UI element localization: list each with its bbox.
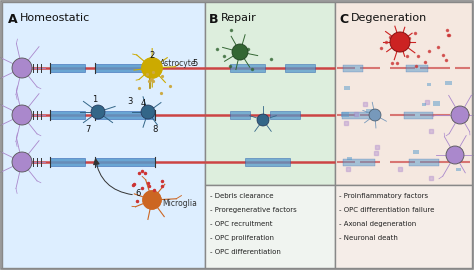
Text: 2: 2: [149, 52, 155, 60]
Text: 6: 6: [135, 188, 141, 197]
Text: - OPC differentiation failure: - OPC differentiation failure: [339, 207, 434, 213]
Circle shape: [369, 109, 381, 121]
Text: 7: 7: [85, 126, 91, 134]
Circle shape: [390, 32, 410, 52]
Text: - Axonal degeneration: - Axonal degeneration: [339, 221, 416, 227]
Bar: [445, 81, 452, 85]
Text: - OPC proliferation: - OPC proliferation: [210, 235, 274, 241]
Circle shape: [446, 146, 464, 164]
Bar: [421, 103, 426, 106]
Text: 4: 4: [140, 100, 146, 109]
Bar: [341, 112, 349, 117]
Text: 5: 5: [192, 59, 198, 69]
FancyBboxPatch shape: [335, 185, 472, 268]
Text: Astrocyte: Astrocyte: [160, 59, 197, 69]
FancyBboxPatch shape: [205, 2, 335, 185]
Text: 8: 8: [152, 126, 158, 134]
FancyBboxPatch shape: [335, 2, 472, 185]
Bar: [347, 157, 352, 160]
Text: 3: 3: [128, 97, 133, 106]
Circle shape: [12, 152, 32, 172]
Circle shape: [12, 105, 32, 125]
FancyBboxPatch shape: [2, 2, 205, 268]
Text: 1: 1: [92, 96, 98, 104]
Text: Homeostatic: Homeostatic: [20, 13, 90, 23]
Circle shape: [141, 105, 155, 119]
Circle shape: [232, 44, 248, 60]
Bar: [413, 150, 419, 154]
Text: - Proregenerative factors: - Proregenerative factors: [210, 207, 297, 213]
Bar: [95, 64, 155, 72]
Bar: [409, 158, 439, 166]
Circle shape: [142, 58, 162, 78]
Text: C: C: [339, 13, 348, 26]
Circle shape: [143, 191, 161, 209]
Text: A: A: [8, 13, 18, 26]
Text: - OPC recruitment: - OPC recruitment: [210, 221, 273, 227]
Text: Microglia: Microglia: [162, 200, 197, 208]
Text: - Proinflammatory factors: - Proinflammatory factors: [339, 193, 428, 199]
Bar: [456, 167, 461, 171]
Circle shape: [142, 58, 162, 78]
Bar: [230, 64, 265, 72]
Circle shape: [91, 105, 105, 119]
Bar: [433, 101, 440, 106]
Text: B: B: [209, 13, 219, 26]
Bar: [50, 111, 85, 119]
Bar: [406, 65, 428, 72]
Bar: [285, 64, 315, 72]
Circle shape: [12, 58, 32, 78]
Bar: [230, 111, 250, 119]
Text: Degeneration: Degeneration: [351, 13, 427, 23]
Bar: [344, 86, 350, 90]
Text: - Debris clearance: - Debris clearance: [210, 193, 273, 199]
Text: Repair: Repair: [221, 13, 257, 23]
Text: - Neuronal death: - Neuronal death: [339, 235, 398, 241]
Bar: [245, 158, 290, 166]
Circle shape: [257, 114, 269, 126]
Bar: [404, 112, 433, 119]
FancyBboxPatch shape: [205, 185, 335, 268]
Bar: [50, 64, 85, 72]
Bar: [343, 65, 363, 72]
Bar: [342, 112, 373, 119]
Circle shape: [451, 106, 469, 124]
Bar: [50, 158, 85, 166]
Bar: [270, 111, 300, 119]
Bar: [427, 83, 431, 86]
Bar: [366, 109, 374, 113]
Bar: [95, 111, 155, 119]
Text: - OPC differentiation: - OPC differentiation: [210, 249, 281, 255]
Bar: [343, 158, 374, 166]
Bar: [95, 158, 155, 166]
Circle shape: [143, 191, 161, 209]
